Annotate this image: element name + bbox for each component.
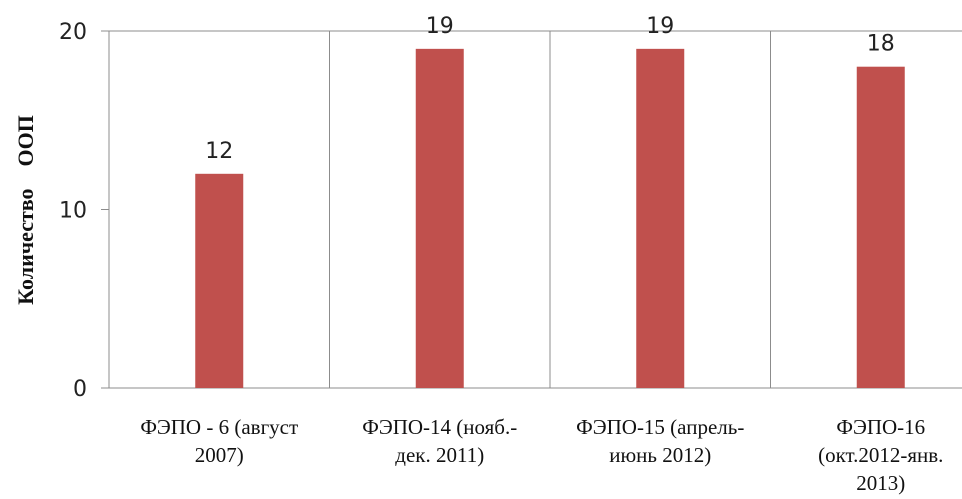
bar xyxy=(856,66,905,388)
category-label-line: дек. 2011) xyxy=(395,443,484,467)
bar-layer xyxy=(195,48,905,388)
category-label-line: ФЭПО-16 xyxy=(836,415,925,439)
category-label-line: 2007) xyxy=(195,443,244,467)
category-label: ФЭПО-14 (нояб.- дек. 2011) xyxy=(362,415,517,467)
bar xyxy=(195,173,244,388)
label-layer: 12 ФЭПО - 6 (август 2007) 19 ФЭПО-14 (нояб.-… xyxy=(140,14,943,495)
category-label-line: (окт.2012-янв. xyxy=(818,443,943,467)
bar xyxy=(636,48,685,388)
data-label: 12 xyxy=(205,139,233,164)
axis-layer: 0 10 20 xyxy=(59,20,962,402)
data-label: 19 xyxy=(426,14,454,39)
grid-layer xyxy=(109,30,962,388)
y-tick-label: 20 xyxy=(59,20,87,45)
y-tick-label: 10 xyxy=(59,199,87,224)
y-tick-label: 0 xyxy=(73,377,87,402)
category-label-line: ФЭПО - 6 (август xyxy=(140,415,298,439)
category-label-line: ФЭПО-14 (нояб.- xyxy=(362,415,517,439)
category-label-line: 2013) xyxy=(856,471,905,495)
y-axis-title: Количество ООП xyxy=(13,115,38,305)
category-label: ФЭПО - 6 (август 2007) xyxy=(140,415,298,467)
data-label: 19 xyxy=(646,14,674,39)
bar xyxy=(415,48,464,388)
category-label-line: июнь 2012) xyxy=(609,443,711,467)
category-label: ФЭПО-15 (апрель-июнь 2012) xyxy=(576,415,744,467)
data-label: 18 xyxy=(867,32,895,57)
category-label: ФЭПО-16 (окт.2012-янв. 2013) xyxy=(818,415,943,495)
category-label-line: ФЭПО-15 (апрель- xyxy=(576,415,744,439)
